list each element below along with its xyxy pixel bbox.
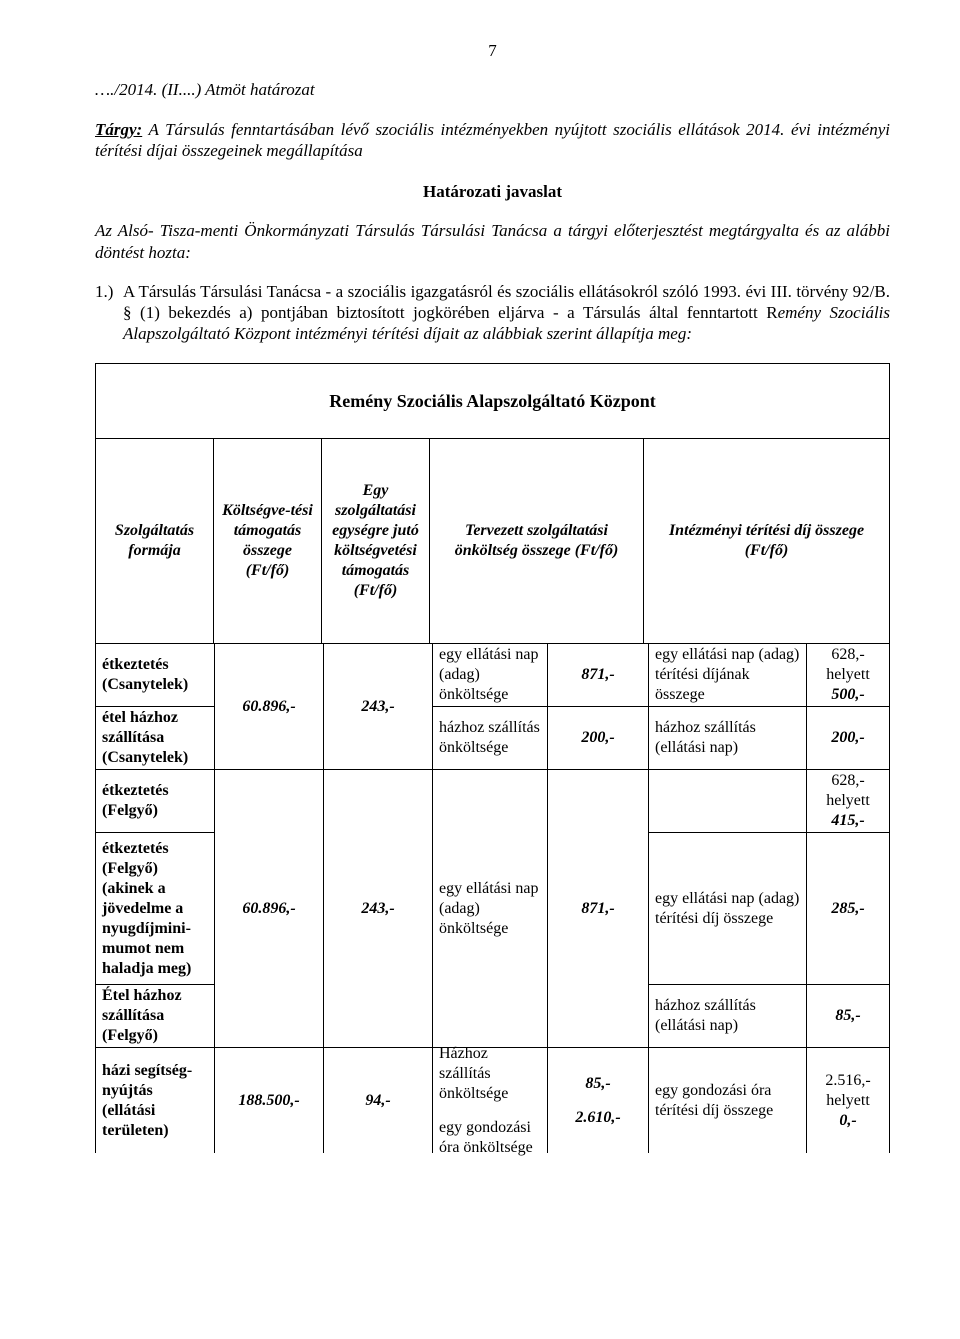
cell-plandesc-1: egy ellátási nap (adag) önköltsége bbox=[433, 644, 547, 707]
list-item-1: 1.) A Társulás Társulási Tanácsa - a szo… bbox=[95, 281, 890, 345]
cell-planval-2: 200,- bbox=[548, 707, 648, 770]
feeval-6-bot: 0,- bbox=[839, 1111, 856, 1131]
subject-line: Tárgy: A Társulás fenntartásában lévő sz… bbox=[95, 119, 890, 162]
table-title: Remény Szociális Alapszolgáltató Központ bbox=[96, 364, 889, 440]
cell-service-3: étkeztetés (Felgyő) bbox=[96, 770, 214, 833]
col-planned-value: 871,- 200,- 871,- 85,- 2.610,- bbox=[547, 644, 648, 1153]
middle-columns: egy ellátási nap (adag) önköltsége házho… bbox=[432, 644, 648, 1153]
list-marker: 1.) bbox=[95, 281, 123, 345]
page-number: 7 bbox=[95, 40, 890, 61]
col-fee-value: 628,- helyett 500,- 200,- 628,- helyett … bbox=[806, 644, 889, 1153]
intro-paragraph: Az Alsó- Tisza-menti Önkormányzati Társu… bbox=[95, 220, 890, 263]
subject-label: Tárgy: bbox=[95, 120, 142, 139]
cell-cost-2: 60.896,- bbox=[215, 770, 323, 1048]
col-unit: 243,- 243,- 94,- bbox=[323, 644, 432, 1153]
col-header-service: Szolgáltatás formája bbox=[96, 439, 214, 643]
fee-table: Remény Szociális Alapszolgáltató Központ… bbox=[95, 363, 890, 1154]
cell-plandesc-4: Házhoz szállítás önköltsége egy gondozás… bbox=[433, 1048, 547, 1153]
cell-feedesc-3 bbox=[649, 770, 806, 833]
cell-feeval-1: 628,- helyett 500,- bbox=[807, 644, 889, 707]
cell-planval-4a: 85,- bbox=[585, 1074, 610, 1094]
cell-unit-2: 243,- bbox=[324, 770, 432, 1048]
cell-plandesc-3: egy ellátási nap (adag) önköltsége bbox=[433, 770, 547, 1048]
cell-feeval-6: 2.516,- helyett 0,- bbox=[807, 1048, 889, 1153]
cell-cost-1: 60.896,- bbox=[215, 644, 323, 770]
table-header: Szolgáltatás formája Költségve-tési támo… bbox=[96, 439, 889, 644]
document-page: 7 …./2014. (II....) Atmöt határozat Tárg… bbox=[0, 0, 960, 1339]
left-columns: étkeztetés (Csanytelek) étel házhoz szál… bbox=[96, 644, 432, 1153]
cell-planval-1: 871,- bbox=[548, 644, 648, 707]
cell-planval-4: 85,- 2.610,- bbox=[548, 1048, 648, 1153]
feeval-1-bot: 500,- bbox=[831, 685, 864, 705]
cell-service-4: étkeztetés (Felgyő) (akinek a jövedelme … bbox=[96, 833, 214, 985]
cell-feedesc-2: házhoz szállítás (ellátási nap) bbox=[649, 707, 806, 770]
feeval-3-top: 628,- bbox=[831, 771, 864, 791]
cell-planval-3: 871,- bbox=[548, 770, 648, 1048]
col-cost: 60.896,- 60.896,- 188.500,- bbox=[214, 644, 323, 1153]
cell-plandesc-4b: egy gondozási óra önköltsége bbox=[439, 1118, 541, 1158]
cell-unit-1: 243,- bbox=[324, 644, 432, 770]
right-columns: egy ellátási nap (adag) térítési díjának… bbox=[648, 644, 889, 1153]
col-header-fee: Intézményi térítési díj összege (Ft/fő) bbox=[644, 439, 889, 643]
proposal-heading: Határozati javaslat bbox=[95, 181, 890, 202]
col-header-planned: Tervezett szolgáltatási önköltség összeg… bbox=[430, 439, 644, 643]
col-fee-desc: egy ellátási nap (adag) térítési díjának… bbox=[649, 644, 806, 1153]
cell-feeval-2: 200,- bbox=[807, 707, 889, 770]
cell-feedesc-5: házhoz szállítás (ellátási nap) bbox=[649, 985, 806, 1048]
feeval-6-top: 2.516,- bbox=[825, 1071, 870, 1091]
col-planned-desc: egy ellátási nap (adag) önköltsége házho… bbox=[433, 644, 547, 1153]
list-body: A Társulás Társulási Tanácsa - a szociál… bbox=[123, 281, 890, 345]
reference-line: …./2014. (II....) Atmöt határozat bbox=[95, 79, 890, 100]
col-header-unit: Egy szolgáltatási egységre jutó költségv… bbox=[322, 439, 430, 643]
list-text-a: A Társulás Társulási Tanácsa - a szociál… bbox=[123, 282, 890, 322]
feeval-1-mid: helyett bbox=[826, 665, 870, 685]
feeval-6-mid: helyett bbox=[826, 1091, 870, 1111]
cell-feedesc-1: egy ellátási nap (adag) térítési díjának… bbox=[649, 644, 806, 707]
cell-feeval-4: 285,- bbox=[807, 833, 889, 985]
subject-body: A Társulás fenntartásában lévő szociális… bbox=[95, 120, 890, 160]
cell-feedesc-4: egy ellátási nap (adag) térítési díj öss… bbox=[649, 833, 806, 985]
cell-feedesc-6: egy gondozási óra térítési díj összege bbox=[649, 1048, 806, 1153]
cell-cost-3: 188.500,- bbox=[215, 1048, 323, 1153]
cell-service-1: étkeztetés (Csanytelek) bbox=[96, 644, 214, 707]
table-body: étkeztetés (Csanytelek) étel házhoz szál… bbox=[96, 644, 889, 1153]
cell-planval-4b: 2.610,- bbox=[575, 1108, 620, 1128]
cell-service-2: étel házhoz szállítása (Csanytelek) bbox=[96, 707, 214, 770]
cell-plandesc-4a: Házhoz szállítás önköltsége bbox=[439, 1044, 541, 1104]
cell-feeval-5: 85,- bbox=[807, 985, 889, 1048]
feeval-3-bot: 415,- bbox=[831, 811, 864, 831]
cell-service-6: házi segítség-nyújtás (ellátási területe… bbox=[96, 1048, 214, 1153]
cell-service-5: Étel házhoz szállítása (Felgyő) bbox=[96, 985, 214, 1048]
col-service: étkeztetés (Csanytelek) étel házhoz szál… bbox=[96, 644, 214, 1153]
cell-unit-3: 94,- bbox=[324, 1048, 432, 1153]
cell-plandesc-2: házhoz szállítás önköltsége bbox=[433, 707, 547, 770]
feeval-3-mid: helyett bbox=[826, 791, 870, 811]
col-header-cost: Költségve-tési támogatás összege (Ft/fő) bbox=[214, 439, 322, 643]
cell-feeval-3: 628,- helyett 415,- bbox=[807, 770, 889, 833]
feeval-1-top: 628,- bbox=[831, 645, 864, 665]
